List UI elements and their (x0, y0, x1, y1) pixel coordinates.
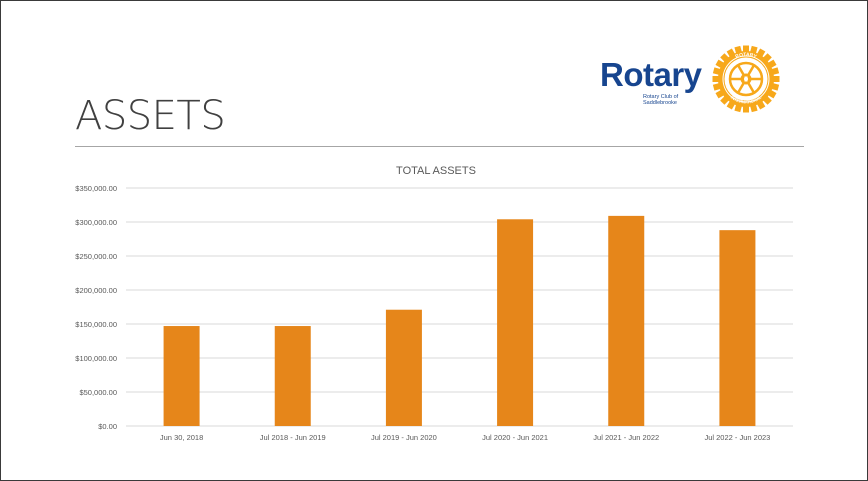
y-tick-label: $350,000.00 (75, 184, 117, 193)
y-tick-label: $0.00 (98, 422, 117, 431)
wheel-text-bottom: INTERNATIONAL (730, 94, 763, 104)
logo-subtitle-line1: Rotary Club of (643, 94, 679, 100)
y-tick-label: $100,000.00 (75, 354, 117, 363)
bar-1 (274, 326, 311, 426)
bar-4 (608, 215, 645, 426)
y-tick-label: $300,000.00 (75, 218, 117, 227)
x-tick-label: Jul 2019 - Jun 2020 (371, 433, 437, 442)
chart-title: TOTAL ASSETS (396, 165, 476, 177)
x-tick-label: Jul 2020 - Jun 2021 (482, 433, 548, 442)
rotary-wheel-icon: ROTARY INTERNATIONAL (712, 45, 780, 113)
y-tick-label: $150,000.00 (75, 320, 117, 329)
logo-wordmark: Rotary (600, 56, 702, 93)
logo-subtitle: Rotary Club of Saddlebrooke (643, 94, 703, 106)
slide-title: ASSETS (75, 93, 226, 139)
bar-5 (719, 230, 756, 426)
y-tick-label: $250,000.00 (75, 252, 117, 261)
x-axis-tick-labels: Jun 30, 2018 Jul 2018 - Jun 2019 Jul 2019 … (160, 433, 770, 442)
title-divider (75, 146, 804, 147)
wheel-text-top: ROTARY (735, 52, 759, 60)
gridlines (126, 187, 793, 427)
rotary-logo: Rotary Rotary Club of Saddlebrooke ROTAR… (597, 44, 783, 116)
bar-2 (385, 309, 422, 426)
svg-text:INTERNATIONAL: INTERNATIONAL (730, 94, 763, 104)
logo-subtitle-line2: Saddlebrooke (643, 100, 677, 106)
svg-text:ROTARY: ROTARY (735, 52, 759, 60)
x-tick-label: Jul 2022 - Jun 2023 (704, 433, 770, 442)
y-tick-label: $200,000.00 (75, 286, 117, 295)
bars (163, 215, 756, 426)
x-tick-label: Jun 30, 2018 (160, 433, 203, 442)
y-axis-tick-labels: $0.00 $50,000.00 $100,000.00 $150,000.00 $20… (75, 184, 117, 431)
y-tick-label: $50,000.00 (79, 388, 117, 397)
bar-0 (163, 326, 200, 426)
x-tick-label: Jul 2018 - Jun 2019 (260, 433, 326, 442)
x-tick-label: Jul 2021 - Jun 2022 (593, 433, 659, 442)
bar-3 (497, 219, 534, 426)
